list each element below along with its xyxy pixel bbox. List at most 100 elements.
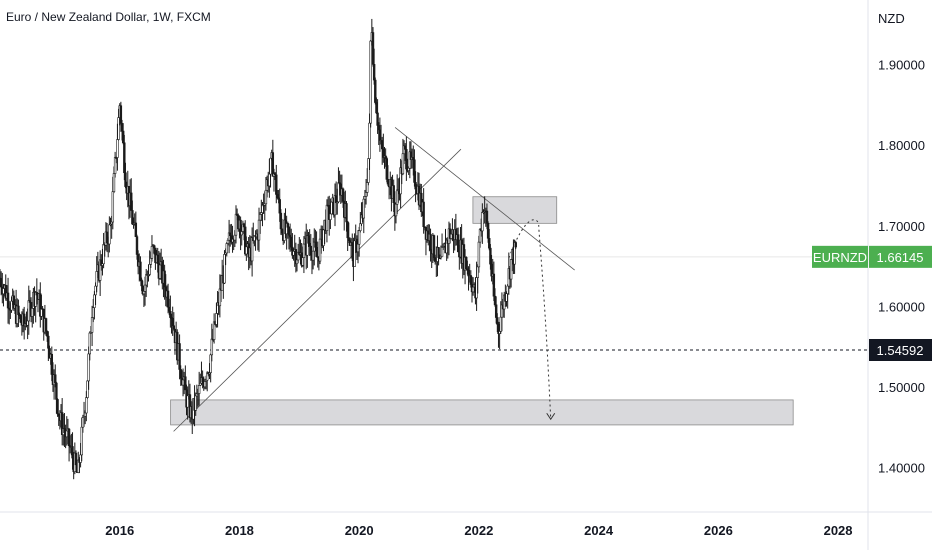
candle-body	[494, 304, 498, 318]
candle-body	[337, 182, 340, 203]
candle-body	[311, 250, 315, 261]
candle-body	[292, 251, 295, 256]
y-tick-label: 1.40000	[878, 461, 925, 476]
candle-body	[301, 257, 304, 266]
candle-body	[119, 105, 123, 124]
candle-body	[330, 201, 333, 215]
candle-body	[169, 311, 172, 318]
candle-body	[278, 199, 281, 214]
price-zones	[170, 196, 794, 426]
price-series	[0, 18, 517, 480]
candle-body	[194, 395, 197, 411]
candle-body	[156, 254, 159, 264]
candle-body	[356, 243, 360, 253]
candle-body	[481, 211, 484, 232]
candle-body	[329, 213, 332, 220]
candle-body	[139, 261, 142, 281]
candle-body	[225, 243, 228, 254]
candle-body	[384, 155, 387, 159]
candle-body	[65, 430, 68, 438]
candle-body	[489, 247, 492, 265]
candle-body	[325, 204, 329, 232]
candle-body	[380, 140, 384, 150]
candle-body	[242, 223, 246, 228]
candle-body	[295, 259, 299, 265]
candle-body	[120, 123, 124, 132]
candle-body	[74, 452, 78, 466]
candle-body	[95, 271, 98, 287]
candle-body	[17, 305, 20, 316]
candle-body	[124, 172, 127, 187]
candle-body	[362, 198, 365, 219]
level-price-label: 1.54592	[877, 343, 924, 358]
candle-body	[392, 185, 395, 203]
candle-body	[57, 413, 60, 417]
candle-body	[280, 228, 284, 234]
candle-body	[378, 129, 382, 141]
candle-body	[478, 229, 482, 243]
candle-body	[145, 274, 148, 286]
candle-body	[134, 222, 138, 237]
candle-body	[404, 145, 407, 150]
candle-body	[374, 79, 377, 103]
candle-body	[171, 317, 174, 327]
candle-body	[80, 426, 83, 456]
candle-body	[492, 273, 496, 297]
projection-arrowhead	[546, 412, 556, 421]
candle-body	[130, 192, 133, 211]
x-tick-label: 2020	[345, 523, 374, 538]
candle-body	[347, 237, 351, 241]
candle-body	[351, 242, 354, 246]
candle-body	[357, 230, 361, 245]
candle-body	[150, 245, 154, 259]
candle-body	[153, 245, 156, 249]
trendline-up	[173, 148, 462, 432]
candle-body	[131, 210, 134, 225]
currency-label: NZD	[878, 11, 905, 26]
candle-body	[471, 286, 475, 293]
candle-body	[287, 226, 291, 236]
candle-body	[477, 241, 481, 268]
candle-body	[268, 173, 271, 187]
candle-body	[345, 203, 348, 223]
candle-body	[88, 332, 91, 355]
candle-body	[56, 399, 59, 415]
level-price-badge	[869, 338, 932, 361]
candle-body	[422, 201, 425, 228]
candle-body	[179, 369, 182, 379]
candle-body	[67, 428, 71, 447]
candle-body	[121, 130, 125, 144]
candle-body	[203, 381, 207, 388]
candle-body	[275, 174, 278, 195]
candle-body	[215, 313, 218, 325]
candle-body	[359, 223, 362, 231]
candle-body	[85, 397, 88, 414]
candle-body	[149, 258, 153, 265]
candle-body	[375, 102, 378, 114]
candle-body	[184, 376, 187, 391]
y-tick-label: 1.50000	[878, 380, 925, 395]
candle-body	[210, 338, 214, 356]
candle-body	[123, 142, 126, 174]
candle-body	[27, 300, 30, 322]
candle-body	[286, 223, 289, 228]
candle-body	[456, 234, 460, 253]
candle-body	[197, 385, 201, 394]
candle-body	[498, 331, 501, 334]
candle-body	[135, 236, 139, 255]
candle-body	[229, 232, 232, 237]
candle-body	[386, 179, 390, 185]
candle-body	[258, 214, 262, 221]
candle-body	[163, 270, 166, 288]
candle-body	[233, 234, 237, 241]
candle-body	[276, 194, 279, 199]
candle-body	[346, 221, 349, 239]
y-tick-label: 1.60000	[878, 299, 925, 314]
candle-body	[364, 192, 368, 197]
candle-body	[87, 353, 90, 382]
candle-body	[440, 246, 444, 257]
candle-body	[307, 235, 310, 244]
candle-body	[94, 285, 97, 296]
